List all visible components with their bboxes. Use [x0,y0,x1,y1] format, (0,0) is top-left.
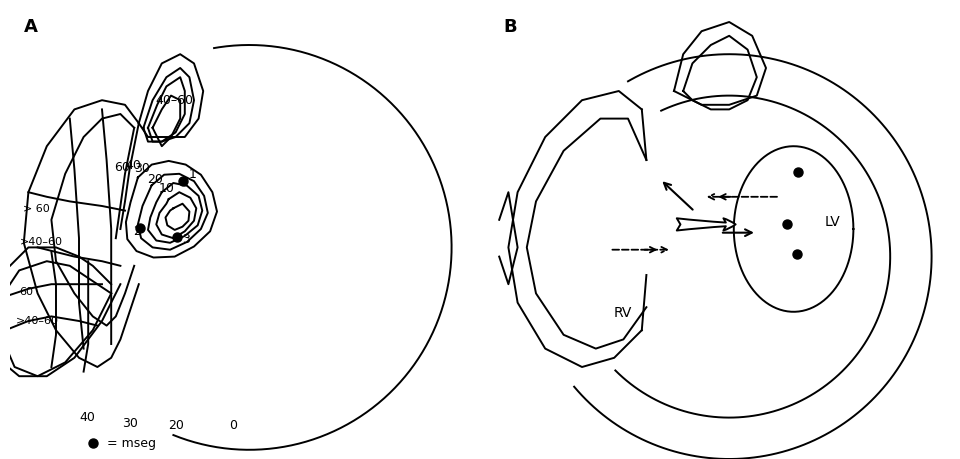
Text: >40–60: >40–60 [20,236,62,246]
Text: 30: 30 [122,416,137,429]
Text: 10: 10 [158,182,175,195]
Text: LV: LV [825,215,841,229]
Text: >40–60: >40–60 [16,316,60,325]
Text: 3: 3 [182,232,190,246]
Text: > 60: > 60 [23,203,50,213]
Text: 40: 40 [126,159,141,172]
Text: = mseg: = mseg [107,437,156,449]
Text: 60: 60 [114,161,131,174]
Text: 20: 20 [168,418,183,431]
Text: 40–60: 40–60 [156,93,194,106]
Text: A: A [24,18,37,36]
Text: 1: 1 [188,168,197,181]
Text: 0: 0 [229,418,237,431]
Text: 40: 40 [80,410,95,423]
Text: 2: 2 [133,224,141,237]
Text: B: B [504,18,517,36]
Text: 30: 30 [134,162,151,175]
Text: 20: 20 [148,173,163,186]
Text: 60: 60 [19,287,33,297]
Text: RV: RV [613,306,632,320]
